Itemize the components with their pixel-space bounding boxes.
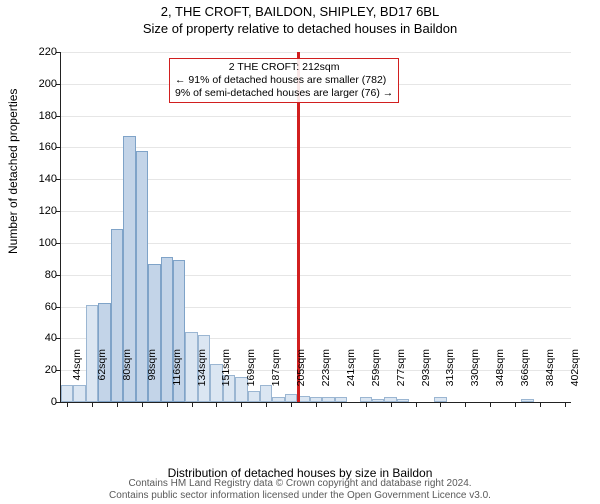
xtick-mark — [241, 402, 242, 407]
xtick-mark — [465, 402, 466, 407]
ytick-label: 0 — [27, 396, 57, 408]
ytick-label: 40 — [27, 332, 57, 344]
xtick-label: 205sqm — [295, 349, 307, 404]
xtick-label: 259sqm — [370, 349, 382, 404]
xtick-label: 277sqm — [395, 349, 407, 404]
xtick-mark — [440, 402, 441, 407]
ytick-label: 80 — [27, 269, 57, 281]
chart-title-sub: Size of property relative to detached ho… — [0, 21, 600, 36]
y-axis-label: Number of detached properties — [6, 89, 20, 254]
xtick-label: 366sqm — [519, 349, 531, 404]
xtick-label: 134sqm — [196, 349, 208, 404]
ytick-label: 160 — [27, 141, 57, 153]
xtick-label: 223sqm — [320, 349, 332, 404]
ytick-label: 120 — [27, 205, 57, 217]
xtick-mark — [515, 402, 516, 407]
xtick-mark — [416, 402, 417, 407]
xtick-mark — [92, 402, 93, 407]
ytick-label: 20 — [27, 364, 57, 376]
xtick-mark — [266, 402, 267, 407]
xtick-label: 44sqm — [71, 349, 83, 404]
attribution-line-2: Contains public sector information licen… — [0, 490, 600, 502]
annotation-box: 2 THE CROFT: 212sqm ← 91% of detached ho… — [169, 58, 399, 103]
xtick-label: 313sqm — [444, 349, 456, 404]
xtick-label: 402sqm — [569, 349, 581, 404]
ytick-label: 200 — [27, 78, 57, 90]
xtick-label: 80sqm — [121, 349, 133, 404]
xtick-label: 241sqm — [345, 349, 357, 404]
attribution-line-1: Contains HM Land Registry data © Crown c… — [0, 478, 600, 490]
xtick-label: 187sqm — [270, 349, 282, 404]
xtick-label: 151sqm — [220, 349, 232, 404]
xtick-label: 348sqm — [494, 349, 506, 404]
xtick-mark — [565, 402, 566, 407]
xtick-mark — [67, 402, 68, 407]
xtick-mark — [117, 402, 118, 407]
ytick-label: 140 — [27, 173, 57, 185]
xtick-mark — [142, 402, 143, 407]
attribution: Contains HM Land Registry data © Crown c… — [0, 478, 600, 502]
xtick-label: 330sqm — [469, 349, 481, 404]
ytick-label: 220 — [27, 46, 57, 58]
xtick-mark — [391, 402, 392, 407]
gridline — [61, 52, 571, 53]
xtick-mark — [366, 402, 367, 407]
xtick-mark — [216, 402, 217, 407]
xtick-label: 62sqm — [96, 349, 108, 404]
xtick-mark — [291, 402, 292, 407]
plot-area: 02040608010012014016018020022044sqm62sqm… — [60, 52, 571, 403]
xtick-label: 116sqm — [171, 349, 183, 404]
ytick-label: 100 — [27, 237, 57, 249]
xtick-mark — [316, 402, 317, 407]
xtick-label: 293sqm — [420, 349, 432, 404]
xtick-mark — [167, 402, 168, 407]
annotation-line-3: 9% of semi-detached houses are larger (7… — [175, 87, 393, 100]
ytick-label: 180 — [27, 110, 57, 122]
chart-title-main: 2, THE CROFT, BAILDON, SHIPLEY, BD17 6BL — [0, 4, 600, 19]
xtick-label: 384sqm — [544, 349, 556, 404]
gridline — [61, 116, 571, 117]
xtick-label: 98sqm — [146, 349, 158, 404]
annotation-line-2: ← 91% of detached houses are smaller (78… — [175, 74, 393, 87]
xtick-mark — [540, 402, 541, 407]
gridline — [61, 147, 571, 148]
xtick-mark — [192, 402, 193, 407]
xtick-mark — [341, 402, 342, 407]
annotation-line-1: 2 THE CROFT: 212sqm — [175, 61, 393, 74]
xtick-label: 169sqm — [245, 349, 257, 404]
xtick-mark — [490, 402, 491, 407]
ytick-label: 60 — [27, 301, 57, 313]
